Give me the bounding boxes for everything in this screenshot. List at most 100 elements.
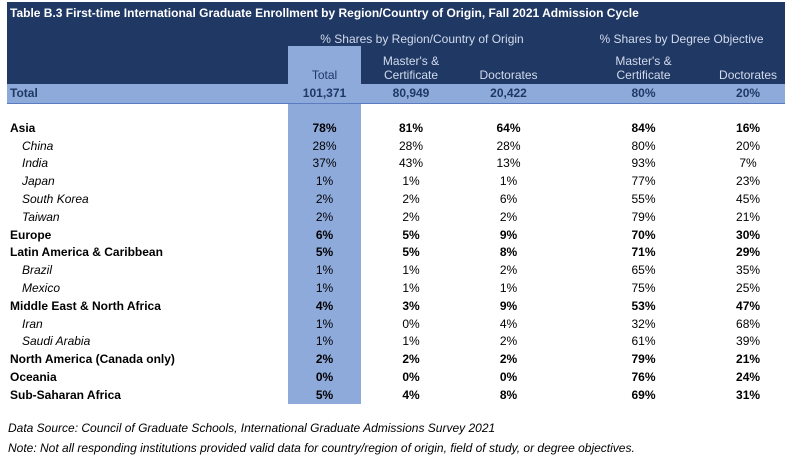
- row-value: 1%: [288, 172, 361, 191]
- row-value: 4%: [499, 316, 518, 331]
- total-column-band: [288, 103, 361, 119]
- row-value: 1%: [402, 263, 420, 278]
- row-gap: [556, 244, 576, 262]
- table-row: Mexico 1% 1% 1% 75% 25%: [7, 279, 785, 297]
- row-value: 0%: [288, 368, 361, 386]
- column-header-masters-origin: Master's & Certificate: [361, 46, 461, 84]
- row-value: 30%: [736, 227, 761, 242]
- row-gap: [556, 119, 576, 137]
- row-value: 2%: [499, 334, 518, 349]
- row-value: 79%: [631, 209, 656, 224]
- row-gap: [556, 172, 576, 190]
- row-gap: [556, 155, 576, 173]
- table-row: North America (Canada only) 2% 2% 2% 79% 21%: [7, 350, 785, 369]
- row-value: 39%: [736, 334, 761, 349]
- group-header-row: % Shares by Region/Country of Origin % S…: [7, 22, 786, 46]
- row-label: Mexico: [22, 281, 61, 296]
- row-gap: [556, 226, 576, 244]
- row-value: 93%: [631, 156, 656, 171]
- row-label: Middle East & North Africa: [10, 298, 161, 313]
- row-value: 69%: [631, 387, 656, 402]
- row-value: 6%: [288, 225, 361, 244]
- row-label: Saudi Arabia: [22, 334, 91, 349]
- row-value: 80%: [631, 138, 656, 153]
- row-value: 2%: [499, 209, 518, 224]
- row-value: 16%: [736, 120, 761, 135]
- row-value: 6%: [499, 192, 518, 207]
- total-row-value: 101,371: [288, 84, 361, 104]
- table-row: Latin America & Caribbean 5% 5% 8% 71% 29%: [7, 243, 785, 262]
- table-row: Iran 1% 0% 4% 32% 68%: [7, 314, 785, 333]
- row-label: Latin America & Caribbean: [10, 245, 163, 260]
- row-value: 20%: [736, 138, 761, 153]
- column-header-total: Total: [288, 46, 361, 84]
- row-value: 71%: [631, 245, 656, 260]
- row-value: 9%: [499, 227, 518, 242]
- total-row-value: 20%: [711, 84, 786, 104]
- row-label: Japan: [22, 174, 55, 189]
- row-label: Oceania: [10, 370, 57, 385]
- row-label: China: [22, 138, 54, 153]
- row-value: 25%: [736, 281, 761, 296]
- row-value: 2%: [288, 350, 361, 369]
- table-row: Asia 78% 81% 64% 84% 16%: [7, 119, 785, 137]
- column-header-doctorates-degree: Doctorates: [711, 46, 786, 84]
- row-value: 64%: [496, 120, 521, 135]
- row-value: 37%: [288, 154, 361, 173]
- table-row: Middle East & North Africa 4% 3% 9% 53% 47%: [7, 296, 785, 315]
- data-source-note: Data Source: Council of Graduate Schools…: [8, 420, 496, 435]
- row-value: 2%: [288, 207, 361, 226]
- row-value: 1%: [288, 314, 361, 333]
- row-value: 13%: [496, 156, 521, 171]
- row-value: 1%: [499, 281, 518, 296]
- row-value: 45%: [736, 192, 761, 207]
- row-value: 77%: [631, 174, 656, 189]
- row-value: 68%: [736, 316, 761, 331]
- row-value: 2%: [288, 190, 361, 208]
- row-label: Brazil: [22, 263, 53, 278]
- enrollment-table: Table B.3 First-time International Gradu…: [7, 2, 786, 404]
- column-gap: [556, 46, 576, 84]
- table-row: Taiwan 2% 2% 2% 79% 21%: [7, 207, 785, 226]
- row-value: 21%: [736, 352, 761, 367]
- row-value: 31%: [736, 387, 761, 402]
- row-value: 5%: [288, 243, 361, 262]
- row-gap: [556, 190, 576, 208]
- footnotes: Data Source: Council of Graduate Schools…: [8, 418, 791, 458]
- validity-note: Note: Not all responding institutions pr…: [8, 440, 635, 455]
- table-row: Saudi Arabia 1% 1% 2% 61% 39%: [7, 332, 785, 351]
- row-value: 75%: [631, 281, 656, 296]
- row-value: 1%: [402, 281, 420, 296]
- table-row: Sub-Saharan Africa 5% 4% 8% 69% 31%: [7, 385, 785, 404]
- table-title: Table B.3 First-time International Gradu…: [7, 2, 786, 22]
- row-value: 78%: [288, 119, 361, 137]
- row-value: 32%: [631, 316, 656, 331]
- total-row-label: Total: [7, 84, 288, 104]
- row-value: 1%: [402, 334, 420, 349]
- row-value: 28%: [398, 138, 424, 153]
- row-gap: [556, 386, 576, 404]
- row-value: 3%: [402, 298, 420, 313]
- row-value: 28%: [496, 138, 521, 153]
- row-label: India: [22, 156, 49, 171]
- row-value: 8%: [499, 245, 518, 260]
- row-value: 1%: [402, 174, 420, 189]
- row-gap: [556, 137, 576, 155]
- row-value: 1%: [499, 174, 518, 189]
- row-value: 76%: [631, 370, 656, 385]
- row-value: 61%: [631, 334, 656, 349]
- row-gap: [556, 261, 576, 279]
- row-gap: [556, 297, 576, 315]
- column-header-spacer: [7, 46, 288, 84]
- total-row-value: 80%: [576, 84, 711, 104]
- table-body: Asia 78% 81% 64% 84% 16% China 28% 28% 28% 80% 20% I…: [7, 119, 785, 404]
- row-value: 28%: [288, 136, 361, 155]
- row-value: 81%: [398, 120, 424, 135]
- row-value: 1%: [288, 332, 361, 351]
- row-value: 43%: [398, 156, 424, 171]
- row-label: Asia: [10, 120, 36, 135]
- row-value: 24%: [736, 370, 761, 385]
- column-header-masters-degree: Master's & Certificate: [576, 46, 711, 84]
- group-header-degree: % Shares by Degree Objective: [556, 22, 786, 46]
